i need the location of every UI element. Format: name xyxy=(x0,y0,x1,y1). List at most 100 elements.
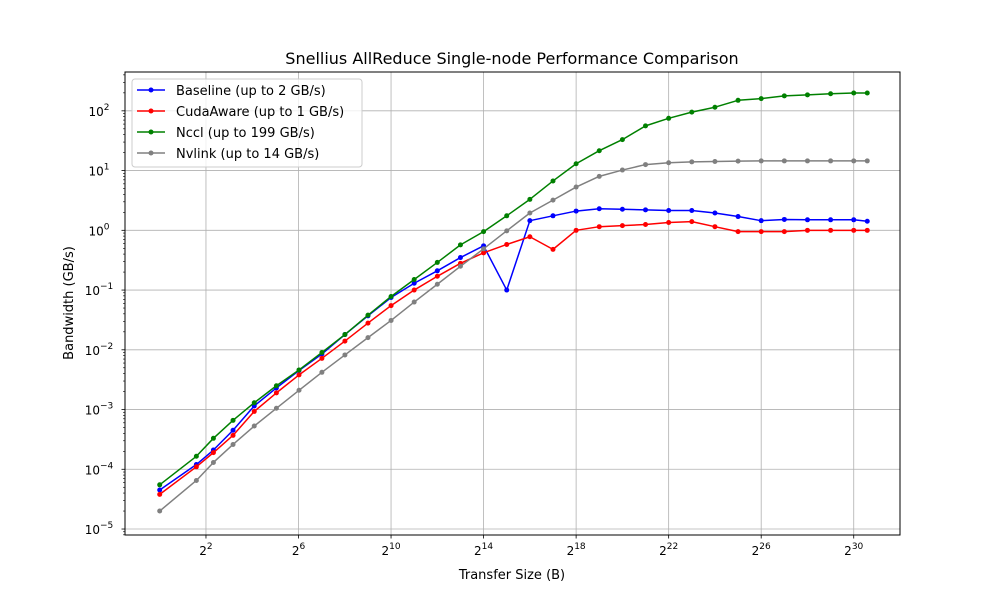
data-point xyxy=(864,218,870,224)
data-point xyxy=(643,162,649,168)
data-point xyxy=(550,246,556,252)
data-point xyxy=(504,228,510,234)
data-point xyxy=(342,332,348,338)
data-point xyxy=(596,224,602,230)
x-tick-exponent: 2 xyxy=(207,542,213,552)
series-line xyxy=(159,207,868,491)
data-point xyxy=(828,227,834,233)
data-point xyxy=(851,227,857,233)
legend-marker xyxy=(148,87,154,93)
data-point xyxy=(296,387,302,393)
legend-box xyxy=(131,78,363,168)
data-point xyxy=(527,218,533,224)
data-point xyxy=(365,335,371,341)
data-point xyxy=(230,417,236,423)
data-point xyxy=(157,491,163,497)
data-point xyxy=(527,210,533,216)
data-point xyxy=(434,281,440,287)
data-point xyxy=(735,229,741,235)
x-tick-exponent: 14 xyxy=(482,542,494,552)
data-point xyxy=(804,227,810,233)
x-axis-ticks: 22 26 210 214 218 222 226 230 xyxy=(199,535,864,558)
x-tick-base: 2 xyxy=(474,544,482,558)
x-tick-base: 2 xyxy=(567,544,575,558)
data-point xyxy=(619,206,625,212)
data-point xyxy=(735,214,741,220)
data-point xyxy=(296,367,302,373)
y-tick-label: 100 xyxy=(88,222,109,238)
data-point xyxy=(550,178,556,184)
data-point xyxy=(550,213,556,219)
series-layer xyxy=(157,90,870,514)
data-point xyxy=(619,167,625,173)
data-point xyxy=(550,197,556,203)
series-2 xyxy=(157,90,870,488)
data-point xyxy=(689,207,695,213)
data-point xyxy=(388,294,394,299)
data-point xyxy=(864,227,870,233)
data-point xyxy=(573,208,579,214)
data-point xyxy=(828,158,834,164)
data-point xyxy=(527,196,533,202)
data-point xyxy=(666,207,672,213)
y-tick-exponent: −4 xyxy=(100,461,114,471)
data-point xyxy=(388,317,394,323)
data-point xyxy=(434,259,440,265)
data-point xyxy=(457,255,463,261)
data-point xyxy=(596,148,602,154)
data-point xyxy=(689,109,695,115)
data-point xyxy=(851,90,857,96)
data-point xyxy=(273,390,279,396)
y-tick-label: 10−1 xyxy=(85,282,114,298)
data-point xyxy=(619,223,625,229)
data-point xyxy=(342,352,348,358)
data-point xyxy=(712,224,718,230)
y-tick-label: 10−4 xyxy=(85,461,114,477)
data-point xyxy=(193,464,199,470)
data-point xyxy=(527,234,533,240)
y-tick-label: 102 xyxy=(88,103,109,119)
data-point xyxy=(388,303,394,309)
x-axis-label: Transfer Size (B) xyxy=(458,568,565,583)
y-tick-base: 10 xyxy=(88,165,103,179)
data-point xyxy=(689,159,695,165)
data-point xyxy=(210,459,216,465)
legend-marker xyxy=(148,108,154,114)
data-point xyxy=(643,207,649,213)
data-point xyxy=(758,158,764,164)
data-point xyxy=(157,508,163,514)
data-point xyxy=(864,158,870,164)
legend-marker xyxy=(148,129,154,135)
data-point xyxy=(319,355,325,361)
x-tick-exponent: 26 xyxy=(759,542,771,552)
legend-item: CudaAware (up to 1 GB/s) xyxy=(137,105,344,120)
data-point xyxy=(157,482,163,488)
data-point xyxy=(230,432,236,438)
data-point xyxy=(411,287,417,293)
data-point xyxy=(296,372,302,378)
data-point xyxy=(365,312,371,318)
y-tick-exponent: 1 xyxy=(104,163,110,173)
data-point xyxy=(504,213,510,219)
data-point xyxy=(193,453,199,459)
data-point xyxy=(210,435,216,441)
y-tick-base: 10 xyxy=(85,404,100,418)
data-point xyxy=(828,91,834,97)
data-point xyxy=(596,206,602,212)
data-point xyxy=(434,268,440,274)
legend-item: Nvlink (up to 14 GB/s) xyxy=(137,147,319,162)
legend-label: Baseline (up to 2 GB/s) xyxy=(176,84,326,99)
data-point xyxy=(411,299,417,305)
data-point xyxy=(504,287,510,293)
data-point xyxy=(735,97,741,103)
series-0 xyxy=(157,206,870,493)
y-tick-label: 10−5 xyxy=(85,521,114,537)
x-tick-exponent: 18 xyxy=(574,542,586,552)
data-point xyxy=(230,427,236,433)
x-tick-base: 2 xyxy=(752,544,760,558)
x-tick-exponent: 10 xyxy=(389,542,401,552)
y-tick-exponent: −5 xyxy=(100,521,113,531)
